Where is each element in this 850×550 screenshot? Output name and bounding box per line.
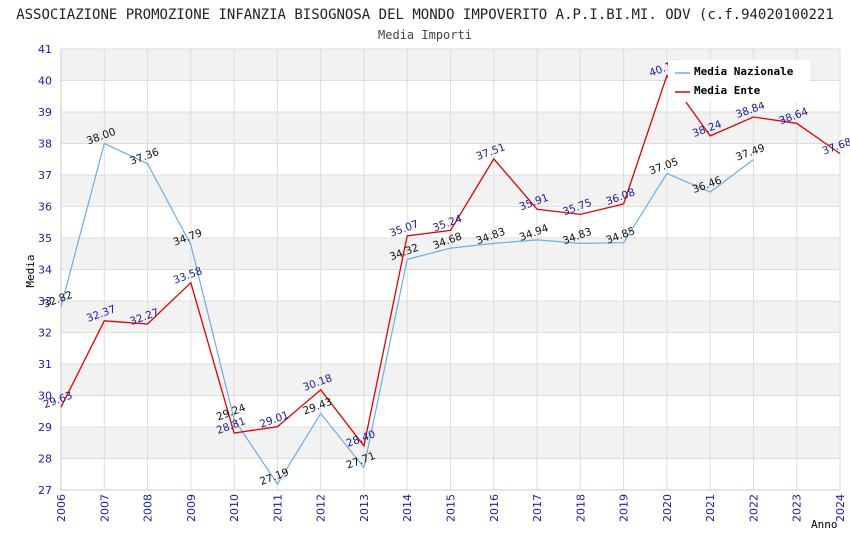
data-label-nazionale: 37.49	[734, 142, 766, 164]
x-tick-label: 2017	[531, 494, 544, 522]
y-tick-label: 34	[38, 264, 52, 277]
legend: Media Nazionale Media Ente	[668, 60, 810, 102]
y-tick-label: 36	[38, 201, 52, 214]
x-tick-label: 2022	[747, 494, 760, 522]
y-tick-label: 39	[38, 106, 52, 119]
x-tick-label: 2012	[315, 494, 328, 522]
data-label-nazionale: 27.19	[258, 466, 290, 488]
y-tick-label: 29	[38, 421, 52, 434]
series-lines	[60, 74, 841, 486]
data-label-nazionale: 37.05	[648, 156, 680, 178]
chart-subtitle: Media Importi	[378, 28, 472, 42]
y-tick-label: 27	[38, 484, 52, 497]
x-tick-label: 2010	[228, 494, 241, 522]
x-tick-labels: 2006 2007 2008 2009 2010 2011 2012 2013 2014 2015…	[55, 494, 847, 522]
data-label-ente: 37.51	[475, 141, 507, 163]
x-tick-label: 2024	[834, 494, 847, 522]
chart-title: ASSOCIAZIONE PROMOZIONE INFANZIA BISOGNO…	[16, 7, 834, 23]
x-tick-label: 2020	[661, 494, 674, 522]
x-tick-label: 2019	[618, 494, 631, 522]
x-tick-label: 2006	[55, 494, 68, 522]
x-tick-label: 2016	[488, 494, 501, 522]
x-tick-label: 2011	[271, 494, 284, 522]
y-tick-label: 30	[38, 390, 52, 403]
data-label-nazionale: 29.43	[301, 396, 333, 418]
data-label-ente: 35.07	[388, 218, 420, 240]
x-axis-label: Anno	[811, 518, 838, 531]
legend-label-ente: Media Ente	[694, 84, 761, 97]
y-tick-labels: 27 28 29 30 31 32 33 34 35 36 37 38 39 40 41	[38, 43, 52, 497]
y-tick-label: 31	[38, 358, 52, 371]
x-tick-label: 2008	[142, 494, 155, 522]
x-tick-label: 2014	[401, 494, 414, 522]
x-tick-label: 2013	[358, 494, 371, 522]
x-tick-label: 2021	[704, 494, 717, 522]
y-tick-label: 37	[38, 169, 52, 182]
data-label-nazionale: 37.36	[128, 146, 161, 168]
series-line-nazionale	[60, 142, 754, 486]
x-tick-label: 2018	[574, 494, 587, 522]
axes	[60, 49, 840, 491]
y-axis-label: Media	[24, 254, 37, 287]
series-line-ente	[60, 74, 841, 448]
legend-label-nazionale: Media Nazionale	[694, 65, 794, 78]
x-tick-label: 2009	[185, 494, 198, 522]
x-tick-label: 2023	[791, 494, 804, 522]
y-tick-label: 38	[38, 138, 52, 151]
legend-box	[668, 60, 810, 102]
x-tick-label: 2015	[445, 494, 458, 522]
y-tick-label: 28	[38, 453, 52, 466]
y-tick-label: 33	[38, 295, 52, 308]
x-tick-label: 2007	[98, 494, 111, 522]
y-tick-label: 35	[38, 232, 52, 245]
y-tick-label: 41	[38, 43, 52, 56]
y-tick-label: 40	[38, 75, 52, 88]
y-tick-label: 32	[38, 327, 52, 340]
